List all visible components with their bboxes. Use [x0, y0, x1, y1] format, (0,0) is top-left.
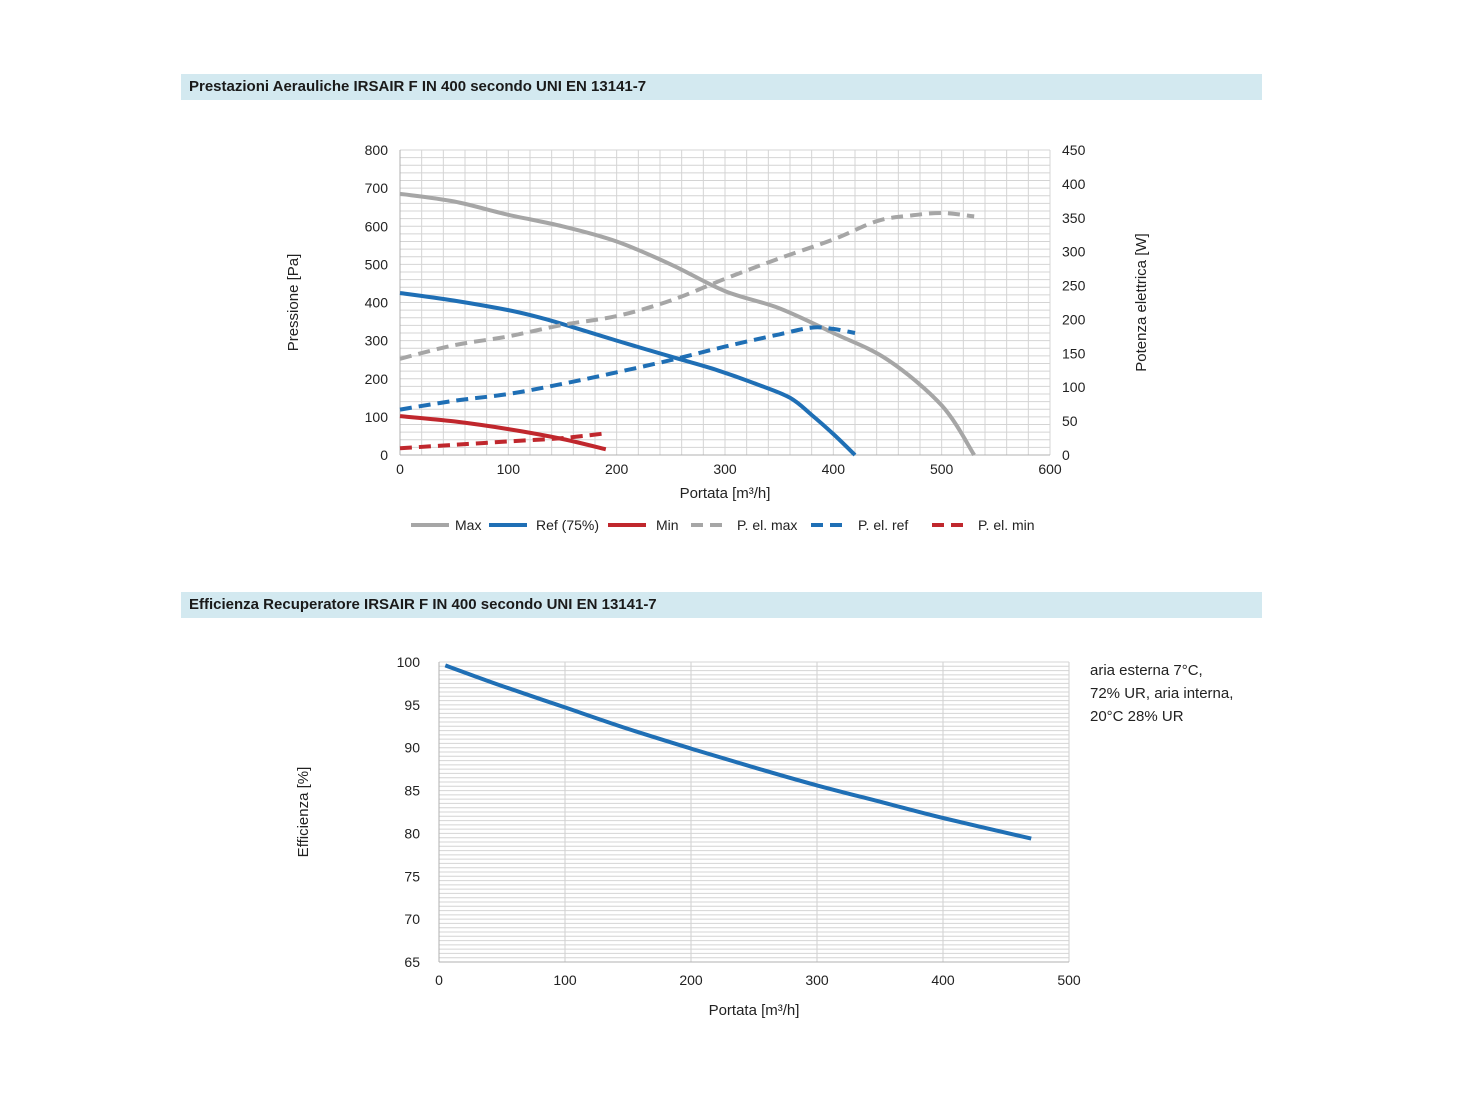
- chart2-x-tick-label: 200: [679, 972, 703, 988]
- chart1-y2-tick-label: 350: [1062, 210, 1086, 226]
- chart1-y-tick-label: 400: [365, 295, 389, 311]
- chart2-title: Efficienza Recuperatore IRSAIR F IN 400 …: [189, 596, 657, 613]
- chart1-header: Prestazioni Aerauliche IRSAIR F IN 400 s…: [181, 74, 1262, 100]
- chart2-note-line-3: 20°C 28% UR: [1090, 708, 1184, 725]
- chart1-y-tick-label: 0: [380, 447, 388, 463]
- chart2-x-tick-label: 0: [435, 972, 443, 988]
- chart2-note-line-2: 72% UR, aria interna,: [1090, 685, 1234, 702]
- chart1-y2-tick-label: 50: [1062, 413, 1078, 429]
- chart1-y-tick-label: 300: [365, 333, 389, 349]
- chart1-x-axis-title: Portata [m³/h]: [680, 485, 771, 502]
- legend-label-max: Max: [455, 517, 481, 533]
- chart2-x-tick-label: 400: [931, 972, 955, 988]
- chart2-series-efficienza: [444, 663, 1032, 841]
- chart1-y-axis-title: Pressione [Pa]: [285, 254, 302, 352]
- chart1-y2-tick-label: 150: [1062, 345, 1086, 361]
- chart2-y-tick-label: 75: [404, 868, 420, 884]
- chart1-y2-axis-title: Potenza elettrica [W]: [1133, 233, 1150, 371]
- legend-label-p-el-min: P. el. min: [978, 517, 1035, 533]
- chart2-header: Efficienza Recuperatore IRSAIR F IN 400 …: [181, 592, 1262, 618]
- legend-label-p-el-ref: P. el. ref: [858, 517, 908, 533]
- chart1-y2-tick-label: 450: [1062, 142, 1086, 158]
- chart1-y-tick-label: 800: [365, 142, 389, 158]
- chart1-series-ref-75: [399, 291, 857, 457]
- legend-label-min: Min: [656, 517, 679, 533]
- chart1-series-max: [399, 191, 976, 457]
- chart1-series-p-el-max: [399, 210, 975, 361]
- chart1-y2-tick-label: 300: [1062, 244, 1086, 260]
- chart2-x-tick-label: 300: [805, 972, 829, 988]
- chart2-note: aria esterna 7°C, 72% UR, aria interna, …: [1090, 659, 1233, 728]
- chart2-y-tick-label: 80: [404, 825, 420, 841]
- chart1-y-tick-label: 700: [365, 180, 389, 196]
- chart2-y-tick-label: 90: [404, 740, 420, 756]
- chart2-y-axis-title: Efficienza [%]: [295, 767, 312, 858]
- chart1-series-min: [399, 414, 607, 452]
- chart2-x-tick-label: 500: [1057, 972, 1081, 988]
- chart1-x-tick-label: 100: [497, 461, 521, 477]
- chart1-x-tick-label: 500: [930, 461, 954, 477]
- chart2-y-tick-label: 100: [397, 654, 421, 670]
- chart1-series-p-el-ref: [399, 325, 856, 412]
- chart1-title: Prestazioni Aerauliche IRSAIR F IN 400 s…: [189, 78, 647, 95]
- chart1-series-p-el-min: [399, 431, 607, 451]
- legend-label-ref-75: Ref (75%): [536, 517, 599, 533]
- chart1-x-tick-label: 200: [605, 461, 629, 477]
- chart2-x-axis-title: Portata [m³/h]: [709, 1002, 800, 1019]
- chart1-x-tick-label: 600: [1038, 461, 1062, 477]
- chart1-y2-tick-label: 200: [1062, 311, 1086, 327]
- chart1-x-tick-label: 300: [713, 461, 737, 477]
- chart2-x-tick-label: 100: [553, 972, 577, 988]
- chart1-y2-tick-label: 400: [1062, 176, 1086, 192]
- chart2-y-tick-label: 85: [404, 783, 420, 799]
- legend-label-p-el-max: P. el. max: [737, 517, 797, 533]
- chart1-y-tick-label: 500: [365, 256, 389, 272]
- chart1-x-tick-label: 0: [396, 461, 404, 477]
- chart2-note-line-1: aria esterna 7°C,: [1090, 662, 1203, 679]
- chart1-y2-tick-label: 100: [1062, 379, 1086, 395]
- chart1-x-tick-label: 400: [822, 461, 846, 477]
- chart1-y2-tick-label: 0: [1062, 447, 1070, 463]
- chart1-y-tick-label: 100: [365, 409, 389, 425]
- chart1-y-tick-label: 200: [365, 371, 389, 387]
- chart1-y2-tick-label: 250: [1062, 278, 1086, 294]
- chart2-y-tick-label: 70: [404, 911, 420, 927]
- chart1-y-tick-label: 600: [365, 218, 389, 234]
- chart2-y-tick-label: 95: [404, 697, 420, 713]
- chart2-y-tick-label: 65: [404, 954, 420, 970]
